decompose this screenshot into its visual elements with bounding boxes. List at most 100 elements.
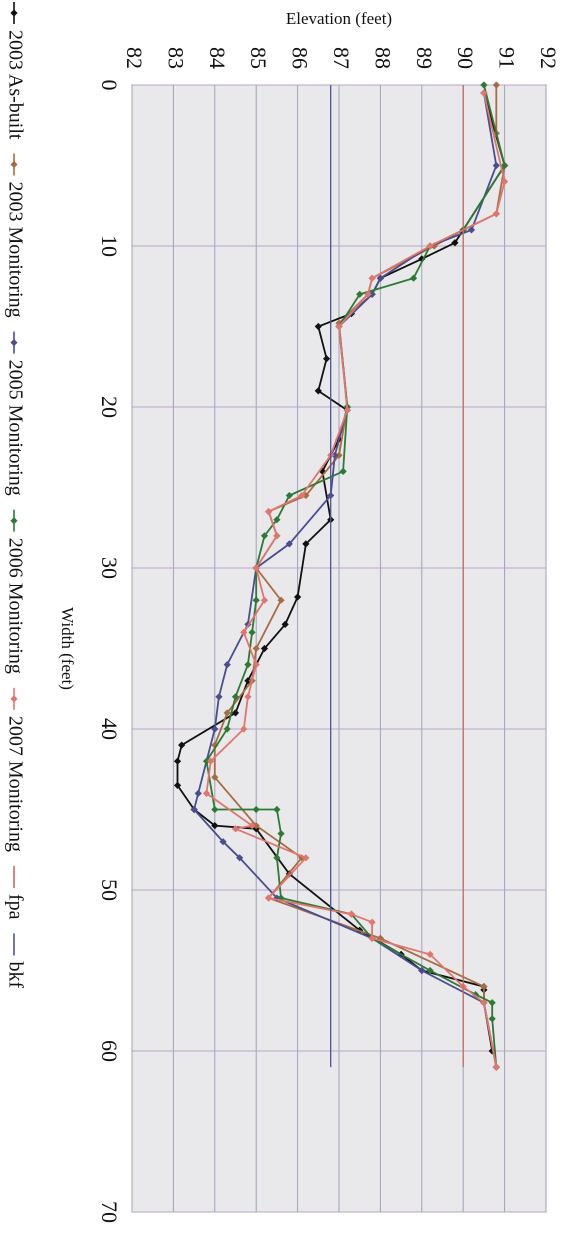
x-tick-label: 20 bbox=[97, 396, 122, 418]
data-point bbox=[426, 242, 434, 250]
data-point bbox=[190, 805, 198, 814]
x-tick-label: 30 bbox=[97, 557, 122, 579]
legend-marker bbox=[10, 695, 18, 703]
data-point bbox=[418, 966, 426, 975]
data-point bbox=[260, 644, 269, 653]
data-point bbox=[376, 934, 384, 942]
data-point bbox=[277, 894, 285, 902]
y-tick-label: 88 bbox=[370, 47, 395, 69]
data-point bbox=[244, 693, 252, 701]
y-tick-label: 84 bbox=[205, 47, 230, 69]
legend-label: 2003 As-built bbox=[4, 30, 26, 140]
data-point bbox=[277, 830, 285, 838]
legend-item-bkf: bkf bbox=[4, 933, 26, 989]
legend: 2003 As-built 2003 Monitoring 2005 Monitor… bbox=[4, 2, 26, 989]
data-point bbox=[294, 593, 302, 601]
y-tick-label: 83 bbox=[163, 47, 188, 69]
data-point bbox=[252, 661, 260, 669]
data-point bbox=[252, 822, 260, 830]
data-point bbox=[273, 854, 281, 862]
data-point bbox=[223, 709, 231, 717]
data-point bbox=[480, 983, 488, 991]
data-point bbox=[480, 999, 488, 1007]
data-point bbox=[231, 709, 240, 717]
data-point bbox=[314, 322, 322, 331]
data-point bbox=[298, 491, 306, 500]
data-point bbox=[211, 725, 219, 733]
data-point bbox=[207, 757, 215, 765]
data-point bbox=[364, 290, 372, 298]
data-point bbox=[488, 1015, 496, 1023]
y-tick-label: 89 bbox=[412, 47, 437, 69]
data-point bbox=[223, 725, 231, 733]
legend-item-2006-monitoring: 2006 Monitoring bbox=[4, 509, 26, 674]
y-tick-label: 82 bbox=[122, 47, 147, 69]
data-point bbox=[331, 451, 339, 459]
data-point bbox=[335, 451, 343, 459]
data-point bbox=[273, 894, 281, 902]
y-axis-title: Elevation (feet) bbox=[286, 9, 392, 28]
x-axis-title: Width (feet) bbox=[58, 607, 77, 690]
data-point bbox=[480, 89, 488, 97]
data-point bbox=[248, 628, 256, 636]
data-point bbox=[244, 661, 252, 669]
data-point bbox=[302, 491, 310, 500]
data-point bbox=[501, 161, 509, 170]
data-point bbox=[368, 934, 376, 942]
x-tick-label: 10 bbox=[97, 235, 122, 257]
data-point bbox=[356, 290, 364, 298]
data-point bbox=[194, 789, 202, 797]
legend-label: bkf bbox=[4, 962, 26, 989]
data-point bbox=[492, 210, 500, 218]
y-tick-label: 92 bbox=[536, 47, 561, 69]
data-point bbox=[211, 741, 219, 749]
data-point bbox=[211, 805, 219, 814]
x-tick-label: 0 bbox=[97, 80, 122, 91]
data-point bbox=[335, 322, 343, 331]
data-point bbox=[260, 596, 269, 604]
data-point bbox=[240, 628, 248, 636]
legend-label: fpa bbox=[4, 894, 26, 920]
legend-item-2005-monitoring: 2005 Monitoring bbox=[4, 331, 26, 496]
y-tick-label: 85 bbox=[246, 47, 271, 69]
data-point bbox=[252, 805, 260, 814]
data-point bbox=[211, 822, 219, 830]
legend-marker bbox=[10, 9, 18, 17]
data-point bbox=[273, 532, 281, 540]
data-point bbox=[368, 918, 376, 926]
data-point bbox=[231, 825, 240, 833]
data-point bbox=[178, 741, 186, 749]
data-point bbox=[492, 81, 500, 89]
data-point bbox=[426, 950, 434, 958]
data-point bbox=[277, 596, 285, 604]
data-point bbox=[426, 966, 434, 975]
y-tick-label: 86 bbox=[288, 47, 313, 69]
data-point bbox=[488, 1047, 496, 1055]
series-2007-monitoring bbox=[202, 89, 509, 1071]
data-point bbox=[285, 540, 293, 548]
data-point bbox=[368, 290, 376, 298]
data-point bbox=[236, 854, 244, 862]
data-point bbox=[252, 564, 260, 572]
data-point bbox=[281, 620, 289, 628]
data-point bbox=[231, 693, 240, 701]
data-point bbox=[302, 540, 310, 548]
data-point bbox=[173, 757, 182, 765]
data-point bbox=[430, 242, 438, 250]
x-tick-label: 40 bbox=[97, 718, 122, 740]
data-point bbox=[302, 854, 310, 862]
data-point bbox=[451, 239, 459, 247]
data-point bbox=[492, 1063, 500, 1071]
x-tick-label: 70 bbox=[97, 1201, 122, 1223]
series-layer bbox=[173, 81, 509, 1071]
data-point bbox=[314, 387, 322, 395]
data-point bbox=[252, 596, 260, 604]
data-point bbox=[343, 406, 351, 414]
y-tick-label: 87 bbox=[329, 47, 354, 69]
legend-marker bbox=[10, 338, 18, 347]
data-point bbox=[265, 508, 273, 516]
data-point bbox=[240, 725, 248, 733]
y-tick-label: 90 bbox=[453, 47, 478, 69]
axis-titles: Elevation (feet) Width (feet) bbox=[58, 9, 392, 690]
